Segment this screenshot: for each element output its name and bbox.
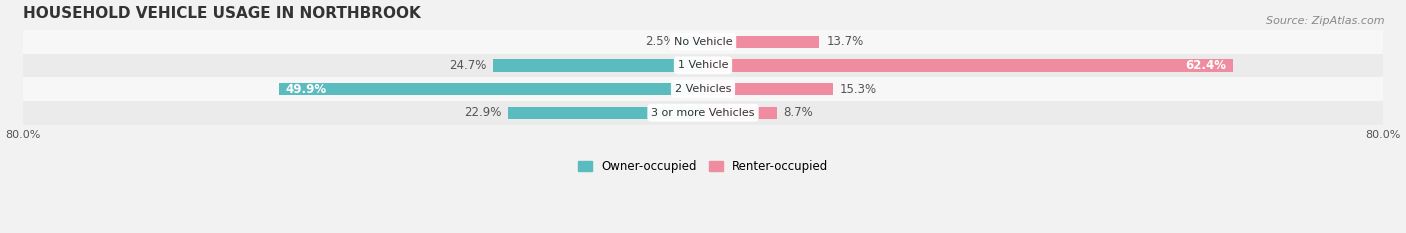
Text: 8.7%: 8.7% bbox=[783, 106, 814, 119]
Text: 15.3%: 15.3% bbox=[839, 82, 877, 96]
Bar bbox=[278, 83, 703, 95]
Text: 2 Vehicles: 2 Vehicles bbox=[675, 84, 731, 94]
Bar bbox=[682, 35, 703, 48]
Text: 3 or more Vehicles: 3 or more Vehicles bbox=[651, 108, 755, 118]
Text: HOUSEHOLD VEHICLE USAGE IN NORTHBROOK: HOUSEHOLD VEHICLE USAGE IN NORTHBROOK bbox=[24, 6, 420, 21]
Bar bbox=[703, 59, 1233, 72]
Bar bbox=[24, 101, 1382, 124]
Legend: Owner-occupied, Renter-occupied: Owner-occupied, Renter-occupied bbox=[572, 156, 834, 178]
Bar bbox=[703, 83, 832, 95]
Text: 62.4%: 62.4% bbox=[1185, 59, 1226, 72]
Bar bbox=[494, 59, 703, 72]
Bar bbox=[703, 106, 778, 119]
Text: 24.7%: 24.7% bbox=[449, 59, 486, 72]
Text: 1 Vehicle: 1 Vehicle bbox=[678, 60, 728, 70]
Text: 2.5%: 2.5% bbox=[645, 35, 675, 48]
Bar bbox=[24, 30, 1382, 54]
Bar bbox=[24, 54, 1382, 77]
Text: 22.9%: 22.9% bbox=[464, 106, 502, 119]
Text: 49.9%: 49.9% bbox=[285, 82, 328, 96]
Text: Source: ZipAtlas.com: Source: ZipAtlas.com bbox=[1267, 16, 1385, 26]
Text: No Vehicle: No Vehicle bbox=[673, 37, 733, 47]
Bar bbox=[24, 77, 1382, 101]
Bar bbox=[703, 35, 820, 48]
Bar bbox=[509, 106, 703, 119]
Text: 13.7%: 13.7% bbox=[827, 35, 863, 48]
